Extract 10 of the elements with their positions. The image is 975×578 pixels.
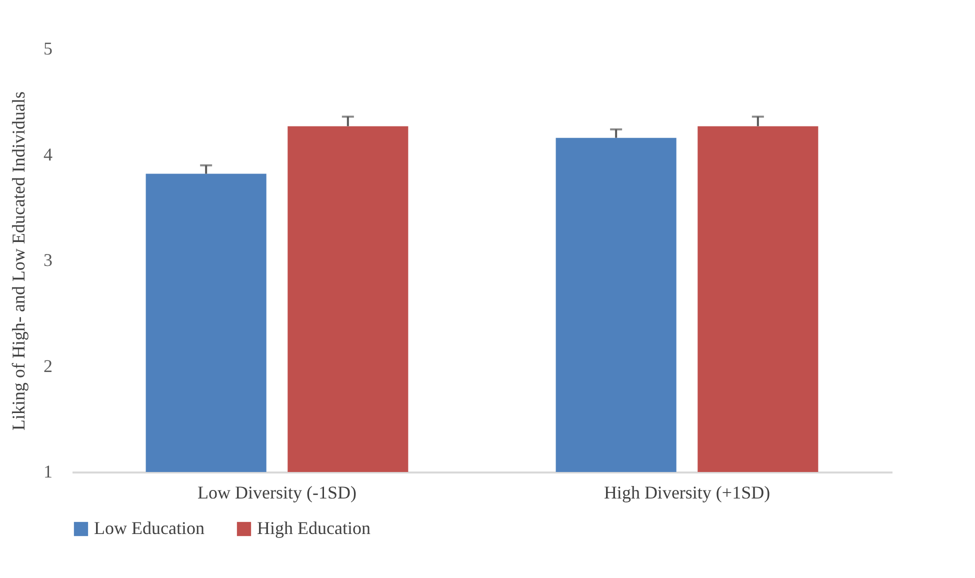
y-tick-label: 5 — [44, 38, 52, 58]
y-tick-label: 2 — [44, 356, 52, 376]
x-tick-label: High Diversity (+1SD) — [604, 482, 770, 502]
x-tick-label: Low Diversity (-1SD) — [198, 482, 356, 502]
y-tick-label: 4 — [44, 144, 52, 164]
legend-label: Low Education — [94, 518, 204, 538]
y-axis-title: Liking of High- and Low Educated Individuals — [8, 92, 28, 430]
y-tick-label: 3 — [44, 250, 52, 270]
y-tick-label: 1 — [44, 462, 52, 482]
legend-label: High Education — [257, 518, 370, 538]
